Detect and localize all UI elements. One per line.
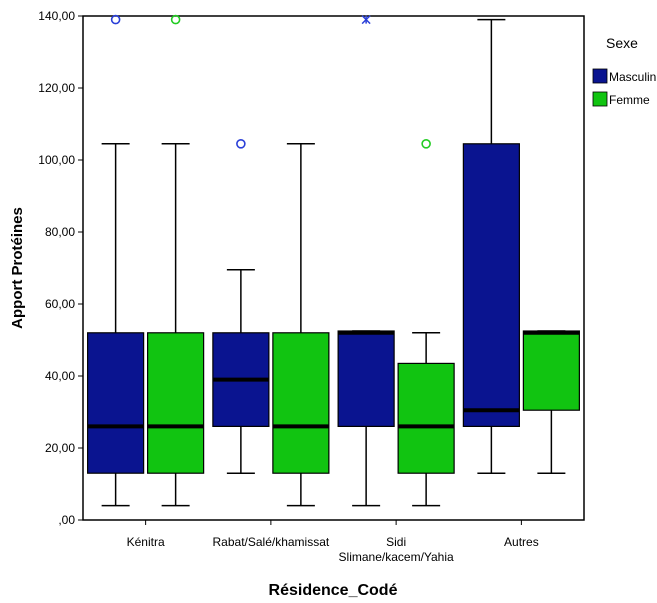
x-axis-title: Résidence_Codé: [269, 582, 398, 599]
box-femme-3: [522, 330, 580, 474]
box-masculin-0: [87, 14, 145, 507]
x-tick-label: Sidi: [386, 535, 406, 549]
box-femme-1: [272, 143, 330, 507]
y-tick-label: 20,00: [45, 441, 75, 455]
outlier-circle: [110, 14, 121, 25]
y-tick-label: 80,00: [45, 225, 75, 239]
box-masculin-1: [212, 139, 270, 474]
box-body: [272, 332, 330, 474]
box-body: [462, 143, 520, 428]
box-masculin-2: [337, 15, 395, 507]
y-tick-label: 40,00: [45, 369, 75, 383]
axis-layer: ,00 20,00 40,00 60,00 80,00 100,00 120,00 140,0…: [38, 9, 538, 564]
legend: Sexe Masculin Femme: [592, 35, 656, 107]
y-tick-label: 100,00: [38, 153, 75, 167]
y-tick-label: 60,00: [45, 297, 75, 311]
box-masculin-3: [462, 18, 520, 474]
box-femme-0: [147, 14, 205, 507]
box-body: [147, 332, 205, 474]
legend-label-femme: Femme: [609, 93, 650, 107]
box-body: [522, 330, 580, 411]
box-body: [397, 362, 455, 474]
x-tick-label: Rabat/Salé/khamissat: [213, 535, 330, 549]
legend-label-masculin: Masculin: [609, 70, 656, 84]
box-body: [87, 332, 145, 474]
x-tick-label: Kénitra: [127, 535, 165, 549]
outlier-circle: [236, 139, 246, 149]
x-tick-label: Slimane/kacem/Yahia: [339, 550, 454, 564]
y-tick-label: 120,00: [38, 81, 75, 95]
boxes-layer: [87, 14, 580, 507]
y-axis-title: Apport Protéines: [9, 207, 26, 329]
y-tick-label: 140,00: [38, 9, 75, 23]
legend-swatch-masculin: [592, 68, 608, 84]
box-femme-2: [397, 139, 455, 507]
outlier-circle: [170, 14, 181, 25]
outlier-star: [361, 15, 371, 25]
legend-title: Sexe: [606, 35, 638, 51]
outlier-circle: [421, 139, 431, 149]
y-tick-label: ,00: [58, 513, 75, 527]
box-body: [337, 330, 395, 428]
x-tick-label: Autres: [504, 535, 539, 549]
legend-swatch-femme: [592, 91, 608, 107]
